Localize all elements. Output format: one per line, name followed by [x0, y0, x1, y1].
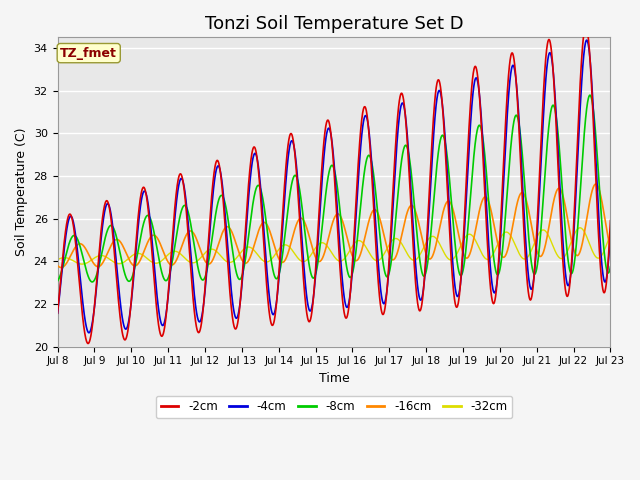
- -8cm: [607, 264, 614, 270]
- -16cm: [607, 245, 614, 251]
- -2cm: [54, 311, 61, 316]
- -16cm: [266, 228, 273, 234]
- -2cm: [596, 256, 604, 262]
- Line: -16cm: -16cm: [58, 184, 611, 267]
- -16cm: [592, 181, 600, 187]
- Line: -4cm: -4cm: [58, 40, 611, 333]
- -16cm: [54, 263, 61, 268]
- -2cm: [536, 156, 544, 162]
- Line: -8cm: -8cm: [58, 95, 611, 282]
- -8cm: [88, 279, 96, 285]
- -4cm: [290, 142, 298, 148]
- -4cm: [85, 330, 93, 336]
- -32cm: [607, 231, 614, 237]
- -2cm: [582, 23, 589, 29]
- -32cm: [266, 258, 273, 264]
- -8cm: [117, 254, 125, 260]
- -2cm: [266, 313, 273, 319]
- -8cm: [266, 247, 273, 253]
- Text: TZ_fmet: TZ_fmet: [60, 47, 117, 60]
- -4cm: [54, 310, 61, 316]
- -2cm: [117, 320, 125, 325]
- -2cm: [290, 141, 298, 146]
- -16cm: [150, 232, 157, 238]
- -32cm: [290, 250, 298, 255]
- Title: Tonzi Soil Temperature Set D: Tonzi Soil Temperature Set D: [205, 15, 463, 33]
- Y-axis label: Soil Temperature (C): Soil Temperature (C): [15, 128, 28, 256]
- -4cm: [596, 236, 604, 241]
- Line: -32cm: -32cm: [58, 228, 611, 264]
- -16cm: [117, 240, 125, 245]
- -8cm: [536, 236, 544, 241]
- -8cm: [54, 278, 61, 284]
- -8cm: [290, 174, 298, 180]
- Line: -2cm: -2cm: [58, 26, 611, 344]
- -2cm: [150, 270, 157, 276]
- -8cm: [596, 193, 604, 199]
- -32cm: [576, 225, 584, 231]
- -4cm: [583, 37, 591, 43]
- -16cm: [536, 253, 544, 259]
- -8cm: [586, 92, 594, 98]
- -32cm: [54, 257, 61, 263]
- X-axis label: Time: Time: [319, 372, 349, 385]
- -4cm: [607, 229, 614, 235]
- -4cm: [150, 255, 157, 261]
- -4cm: [536, 176, 544, 182]
- -8cm: [150, 228, 157, 233]
- -16cm: [596, 190, 604, 195]
- -32cm: [150, 260, 157, 266]
- -4cm: [266, 297, 273, 303]
- -16cm: [58, 264, 65, 270]
- -2cm: [84, 341, 92, 347]
- -32cm: [78, 261, 86, 267]
- -4cm: [117, 304, 125, 310]
- -2cm: [607, 217, 614, 223]
- Legend: -2cm, -4cm, -8cm, -16cm, -32cm: -2cm, -4cm, -8cm, -16cm, -32cm: [156, 396, 512, 418]
- -32cm: [117, 261, 125, 266]
- -16cm: [290, 230, 298, 236]
- -32cm: [596, 255, 604, 261]
- -32cm: [536, 229, 544, 235]
